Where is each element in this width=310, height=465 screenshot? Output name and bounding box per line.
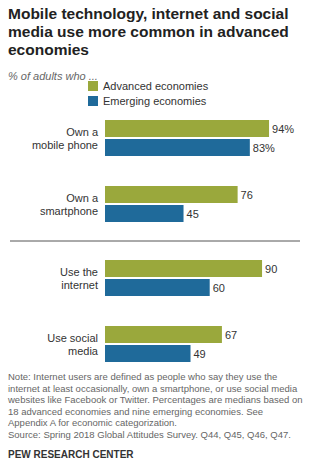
credit: PEW RESEARCH CENTER bbox=[8, 449, 134, 460]
data-label: 60 bbox=[213, 282, 225, 294]
source-line: Source: Spring 2018 Global Attitudes Sur… bbox=[8, 429, 291, 440]
category-line: smartphone bbox=[40, 205, 98, 217]
legend-swatch bbox=[88, 96, 98, 106]
category-line: mobile phone bbox=[32, 139, 98, 151]
bar bbox=[105, 205, 184, 222]
data-label: 76 bbox=[241, 189, 253, 201]
bar bbox=[105, 345, 191, 362]
note: Note: Internet users are defined as peop… bbox=[7, 371, 303, 428]
legend-label: Emerging economies bbox=[103, 95, 207, 107]
note-line: internet at least occasionally, own a sm… bbox=[8, 383, 298, 394]
note-line: websites like Facebook or Twitter. Perce… bbox=[7, 394, 303, 405]
bar bbox=[105, 139, 250, 156]
source: Source: Spring 2018 Global Attitudes Sur… bbox=[8, 429, 291, 440]
data-label: 83% bbox=[253, 142, 275, 154]
data-label: 67 bbox=[225, 329, 237, 341]
legend-label: Advanced economies bbox=[103, 80, 209, 92]
category-label: Use socialmedia bbox=[47, 332, 99, 357]
data-label: 49 bbox=[194, 348, 206, 360]
data-label: 94% bbox=[272, 123, 294, 135]
note-line: Note: Internet users are defined as peop… bbox=[8, 371, 277, 382]
category-label: Own asmartphone bbox=[40, 192, 99, 217]
data-label: 45 bbox=[187, 208, 199, 220]
bar bbox=[105, 120, 269, 137]
legend-swatch bbox=[88, 81, 98, 91]
category-label: Own amobile phone bbox=[32, 126, 99, 151]
bar bbox=[105, 279, 210, 296]
bar bbox=[105, 260, 262, 277]
category-line: Use the bbox=[60, 266, 98, 278]
category-label: Use theinternet bbox=[60, 266, 98, 291]
category-line: media bbox=[68, 345, 99, 357]
category-line: Own a bbox=[66, 126, 99, 138]
note-line: Appendix A for economic categorization. bbox=[8, 417, 177, 428]
bar bbox=[105, 186, 238, 203]
title-line: media use more common in advanced bbox=[8, 23, 289, 40]
title-line: Mobile technology, internet and social bbox=[8, 5, 288, 22]
title-line: economies bbox=[8, 41, 89, 58]
bar bbox=[105, 326, 222, 343]
category-line: Use social bbox=[47, 332, 98, 344]
note-line: 18 advanced economies and nine emerging … bbox=[8, 406, 263, 417]
chart: Mobile technology, internet and socialme… bbox=[0, 0, 310, 465]
subtitle: % of adults who ... bbox=[8, 70, 98, 82]
title: Mobile technology, internet and socialme… bbox=[8, 5, 289, 58]
category-line: Own a bbox=[66, 192, 99, 204]
divider bbox=[10, 241, 300, 242]
data-label: 90 bbox=[265, 263, 277, 275]
category-line: internet bbox=[61, 279, 98, 291]
